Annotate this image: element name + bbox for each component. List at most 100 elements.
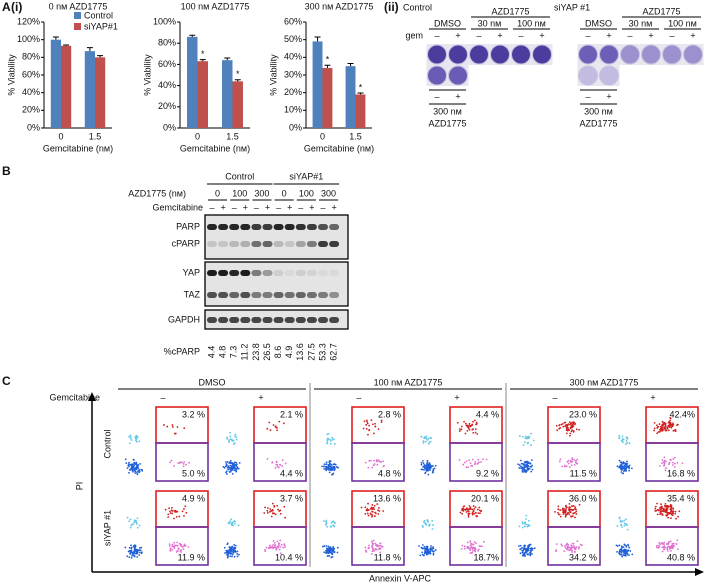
event-dot — [664, 426, 667, 428]
event-dot — [133, 550, 135, 553]
event-dot — [462, 507, 465, 510]
event-dot — [674, 429, 677, 431]
drug-label: AZD1775 — [491, 6, 529, 16]
event-dot — [661, 420, 664, 423]
event-dot — [371, 510, 374, 513]
event-dot — [132, 458, 135, 461]
sign: + — [497, 30, 502, 40]
event-dot — [467, 514, 470, 517]
event-dot — [230, 550, 233, 552]
gate-percent: 5.0 % — [182, 468, 205, 478]
event-dot — [530, 444, 533, 447]
event-dot — [458, 458, 461, 461]
band — [218, 270, 229, 276]
gate-percent: 40.8 % — [667, 552, 695, 562]
gate-percent: 18.7% — [473, 552, 499, 562]
event-dot — [662, 509, 665, 512]
event-dot — [371, 503, 374, 506]
event-dot — [336, 551, 339, 554]
band — [251, 224, 262, 230]
event-dot — [567, 462, 570, 465]
event-dot — [565, 429, 568, 432]
sign: + — [220, 202, 225, 212]
event-dot — [375, 512, 377, 515]
event-dot — [517, 463, 520, 466]
event-dot — [624, 552, 627, 555]
event-dot — [658, 423, 661, 425]
chart-title: 100 nᴍ AZD1775 — [181, 1, 250, 11]
dose-label: 30 nᴍ — [629, 18, 653, 28]
error-bar — [199, 59, 206, 62]
event-dot — [372, 539, 375, 542]
event-dot — [275, 460, 278, 463]
event-dot — [574, 548, 576, 551]
event-dot — [671, 423, 674, 426]
event-dot — [569, 432, 572, 435]
event-dot — [269, 544, 271, 547]
event-dot — [135, 463, 138, 465]
event-dot — [661, 507, 663, 510]
event-dot — [525, 551, 527, 554]
event-dot — [171, 426, 174, 428]
event-dot — [130, 467, 132, 470]
event-dot — [179, 461, 182, 464]
event-dot — [332, 520, 335, 523]
well — [427, 65, 447, 86]
event-dot — [468, 508, 470, 511]
event-dot — [373, 459, 376, 462]
sign: – — [518, 30, 523, 40]
event-dot — [365, 423, 368, 426]
event-dot — [277, 546, 280, 549]
x-tick-label: 1.5 — [349, 131, 362, 141]
event-dot — [562, 511, 564, 514]
event-dot — [432, 547, 435, 550]
well — [599, 65, 619, 86]
event-dot — [382, 460, 385, 463]
event-dot — [379, 544, 382, 547]
event-dot — [664, 502, 667, 505]
condition-label: 300 nᴍ AZD1775 — [570, 377, 639, 387]
gate-percent: 13.6 % — [373, 493, 401, 503]
well — [448, 65, 468, 86]
event-dot — [428, 441, 431, 444]
event-dot — [265, 546, 268, 549]
event-dot — [522, 471, 525, 473]
significance-mark: * — [359, 82, 363, 92]
event-dot — [520, 467, 523, 470]
event-dot — [426, 547, 428, 550]
event-dot — [564, 547, 567, 549]
sign: – — [476, 30, 481, 40]
event-dot — [366, 508, 369, 510]
error-bar — [234, 79, 241, 82]
event-dot — [527, 437, 530, 440]
event-dot — [673, 462, 676, 465]
band — [306, 241, 317, 247]
x-axis-label: Gemcitabine (nᴍ) — [180, 143, 250, 153]
event-dot — [523, 525, 526, 528]
band — [329, 224, 340, 230]
event-dot — [624, 443, 627, 446]
event-dot — [377, 428, 380, 430]
quant-value: 4.4 — [206, 346, 216, 359]
event-dot — [468, 459, 471, 462]
event-dot — [364, 506, 367, 509]
band — [240, 270, 251, 276]
event-dot — [669, 540, 672, 543]
event-dot — [173, 517, 175, 520]
event-dot — [226, 473, 228, 475]
event-dot — [230, 518, 233, 521]
event-dot — [479, 512, 481, 515]
legend-label: Control — [84, 10, 113, 20]
band — [295, 241, 306, 247]
event-dot — [626, 553, 629, 556]
event-dot — [432, 552, 435, 555]
event-dot — [136, 550, 139, 553]
event-dot — [467, 466, 470, 469]
event-dot — [664, 469, 667, 472]
event-dot — [561, 544, 563, 547]
event-dot — [571, 515, 574, 518]
event-dot — [223, 546, 226, 549]
event-dot — [660, 508, 662, 511]
event-dot — [172, 545, 175, 548]
event-dot — [326, 555, 329, 557]
